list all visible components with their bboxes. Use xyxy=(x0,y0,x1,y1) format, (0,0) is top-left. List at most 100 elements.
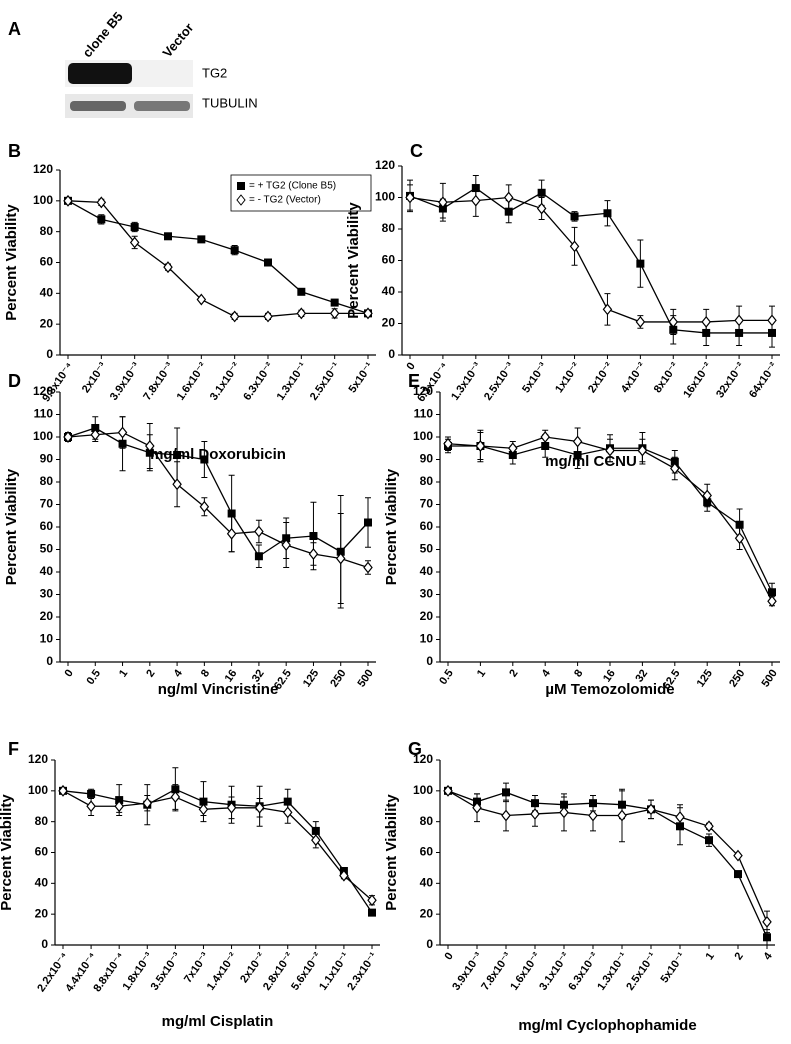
x-tick-label: 2 xyxy=(507,668,520,680)
y-tick-label: 10 xyxy=(420,632,434,646)
blot-band xyxy=(68,63,132,84)
x-tick-label: 0 xyxy=(404,361,417,373)
marker xyxy=(508,442,518,455)
y-tick-label: 60 xyxy=(382,253,396,267)
marker xyxy=(227,509,236,518)
marker xyxy=(197,235,206,244)
y-tick-label: 80 xyxy=(382,221,396,235)
y-tick-label: 120 xyxy=(413,384,433,398)
marker xyxy=(163,261,173,274)
x-tick-label: 2 xyxy=(144,668,157,680)
marker xyxy=(735,520,744,529)
marker xyxy=(254,801,265,814)
x-tick-label: 3.1x10⁻² xyxy=(208,360,243,402)
x-axis-label: µM Temozolomide xyxy=(545,681,674,698)
marker xyxy=(701,315,711,328)
y-tick-label: 80 xyxy=(40,474,54,488)
marker xyxy=(475,440,486,452)
y-tick-label: 110 xyxy=(34,407,54,421)
marker xyxy=(363,561,373,574)
y-axis-label: Percent Viability xyxy=(383,468,400,585)
x-tick-label: 8x10⁻² xyxy=(652,360,681,395)
x-tick-label: 500 xyxy=(759,668,779,690)
marker xyxy=(670,462,680,475)
panel-label: G xyxy=(408,739,422,759)
x-axis-label: mg/ml Cisplatin xyxy=(162,1013,274,1030)
x-tick-label: 3.9x10⁻³ xyxy=(108,360,143,402)
x-tick-label: 1 xyxy=(117,668,130,680)
marker xyxy=(768,588,776,597)
y-tick-label: 80 xyxy=(420,474,434,488)
x-tick-label: 32x10⁻² xyxy=(714,360,747,400)
marker xyxy=(704,820,714,833)
marker xyxy=(87,789,96,798)
y-axis-label: Percent Viability xyxy=(0,794,15,911)
marker xyxy=(367,894,377,907)
marker xyxy=(734,532,745,545)
marker xyxy=(199,797,208,806)
blot-band xyxy=(134,101,190,111)
marker xyxy=(530,807,540,820)
y-tick-label: 0 xyxy=(388,347,395,361)
marker xyxy=(282,806,293,819)
y-tick-label: 100 xyxy=(375,190,395,204)
legend-box xyxy=(230,174,372,212)
marker xyxy=(230,246,239,255)
x-tick-label: 1.6x10⁻² xyxy=(175,360,210,402)
marker xyxy=(96,196,107,209)
y-tick-label: 0 xyxy=(41,937,48,951)
marker xyxy=(297,287,306,296)
y-tick-label: 80 xyxy=(35,814,49,828)
y-tick-label: 60 xyxy=(420,519,434,533)
x-tick-label: 5x10⁻³ xyxy=(520,360,549,395)
marker xyxy=(504,207,513,216)
lane-label: Vector xyxy=(159,20,196,60)
x-tick-label: 2 xyxy=(732,951,745,963)
x-tick-label: 32 xyxy=(633,668,650,685)
x-tick-label: 0.5 xyxy=(85,668,104,687)
x-tick-label: 16 xyxy=(223,668,240,685)
y-axis-label: Percent Viability xyxy=(3,204,20,321)
marker xyxy=(308,548,319,560)
y-tick-label: 40 xyxy=(382,284,396,298)
marker xyxy=(443,784,453,797)
marker xyxy=(569,240,580,253)
x-axis-label: mg/ml Cyclophophamide xyxy=(518,1017,696,1034)
marker xyxy=(199,500,210,513)
marker xyxy=(603,209,612,218)
panel-label: C xyxy=(410,141,423,161)
series-line xyxy=(67,200,368,318)
x-tick-label: 1.3x10⁻³ xyxy=(449,360,484,402)
y-tick-label: 60 xyxy=(40,519,54,533)
marker xyxy=(536,202,547,215)
marker xyxy=(130,223,139,232)
y-tick-label: 20 xyxy=(40,609,54,623)
marker xyxy=(226,801,237,814)
marker xyxy=(145,440,155,452)
panel-label: E xyxy=(408,371,420,391)
marker xyxy=(335,552,346,565)
x-tick-label: 4 xyxy=(761,950,775,963)
y-axis-label: Percent Viability xyxy=(3,468,20,585)
marker xyxy=(762,915,772,928)
x-tick-label: 5x10⁻¹ xyxy=(347,360,376,395)
x-tick-label: 6.3x10⁻² xyxy=(241,360,276,402)
marker xyxy=(173,451,182,459)
x-axis-label: ng/ml Vincristine xyxy=(158,681,279,698)
series-line xyxy=(67,427,369,558)
x-tick-label: 2.5x10⁻¹ xyxy=(308,360,343,402)
y-tick-label: 0 xyxy=(426,937,433,951)
marker xyxy=(503,191,514,204)
marker xyxy=(733,849,743,862)
marker xyxy=(58,784,68,797)
x-tick-label: 8 xyxy=(572,668,585,680)
marker xyxy=(588,809,598,822)
y-axis-label: Percent Viability xyxy=(345,202,362,319)
x-tick-label: 4 xyxy=(540,667,554,680)
marker xyxy=(368,908,376,917)
marker xyxy=(117,426,128,439)
x-tick-label: 0.5 xyxy=(437,668,456,687)
y-tick-label: 20 xyxy=(420,906,434,920)
y-tick-label: 60 xyxy=(420,845,434,859)
